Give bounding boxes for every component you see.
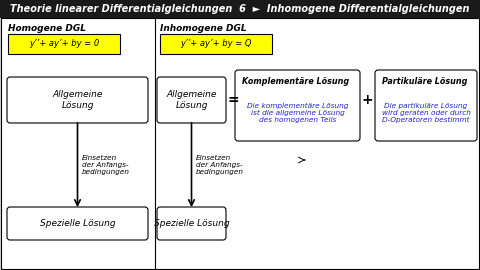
FancyBboxPatch shape [7,207,148,240]
Text: Allgemeine
Lösung: Allgemeine Lösung [166,90,216,110]
Text: Spezielle Lösung: Spezielle Lösung [154,219,229,228]
Bar [8,34,120,54]
FancyBboxPatch shape [235,70,360,141]
Text: Partikuläre Lösung: Partikuläre Lösung [382,77,468,86]
Text: Spezielle Lösung: Spezielle Lösung [40,219,115,228]
Text: y’’+ ay’+ by = 0: y’’+ ay’+ by = 0 [29,39,99,49]
Text: Allgemeine
Lösung: Allgemeine Lösung [52,90,103,110]
Text: Die komplementäre Lösung
ist die allgemeine Lösung
des homogenen Teils: Die komplementäre Lösung ist die allgeme… [247,103,348,123]
FancyBboxPatch shape [157,77,226,123]
Bar [160,34,272,54]
FancyBboxPatch shape [375,70,477,141]
FancyBboxPatch shape [157,207,226,240]
Text: Komplementäre Lösung: Komplementäre Lösung [242,77,349,86]
Text: Die partikuläre Lösung
wird geraten oder durch
D-Operatoren bestimmt: Die partikuläre Lösung wird geraten oder… [382,103,470,123]
Text: Homogene DGL: Homogene DGL [8,24,86,33]
Text: +: + [361,93,373,107]
Text: =: = [227,93,239,107]
FancyBboxPatch shape [7,77,148,123]
Text: Inhomogene DGL: Inhomogene DGL [160,24,247,33]
Text: Einsetzen
der Anfangs-
bedingungen: Einsetzen der Anfangs- bedingungen [195,155,243,175]
Text: Theorie linearer Differentialgleichungen  6  ►  Inhomogene Differentialgleichung: Theorie linearer Differentialgleichungen… [10,4,470,14]
Text: y’’+ ay’+ by = Q: y’’+ ay’+ by = Q [180,39,252,49]
Text: Einsetzen
der Anfangs-
bedingungen: Einsetzen der Anfangs- bedingungen [82,155,130,175]
Bar [0,0,480,18]
